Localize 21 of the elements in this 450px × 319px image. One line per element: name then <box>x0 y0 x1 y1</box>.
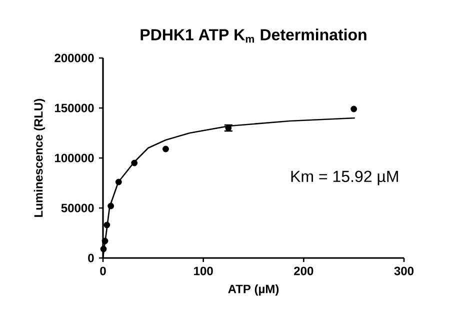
y-axis-title: Luminescence (RLU) <box>34 98 46 217</box>
point <box>350 106 358 112</box>
y-tick-label: 200000 <box>54 54 94 62</box>
y-tick-label: 100000 <box>55 154 94 162</box>
x-tick-label: 0 <box>100 266 106 276</box>
y-tick-label: 50000 <box>61 204 94 212</box>
point <box>100 246 107 252</box>
point <box>108 202 114 210</box>
point <box>115 178 122 186</box>
x-tick-label: 200 <box>294 266 314 276</box>
chart-title: PDHK1 ATP K$_{m}$ Determination <box>140 28 366 43</box>
x-tick-label: 100 <box>194 266 213 276</box>
point <box>104 222 110 228</box>
point <box>102 238 108 244</box>
point <box>162 146 169 152</box>
x-tick-label: 300 <box>394 266 414 276</box>
annotation: Km = 15.92 µM <box>291 170 398 186</box>
x-axis-title: ATP (µM) <box>228 284 279 296</box>
point <box>131 160 138 166</box>
y-tick-label: 150000 <box>55 104 94 112</box>
y-tick-label: 0 <box>88 254 94 262</box>
